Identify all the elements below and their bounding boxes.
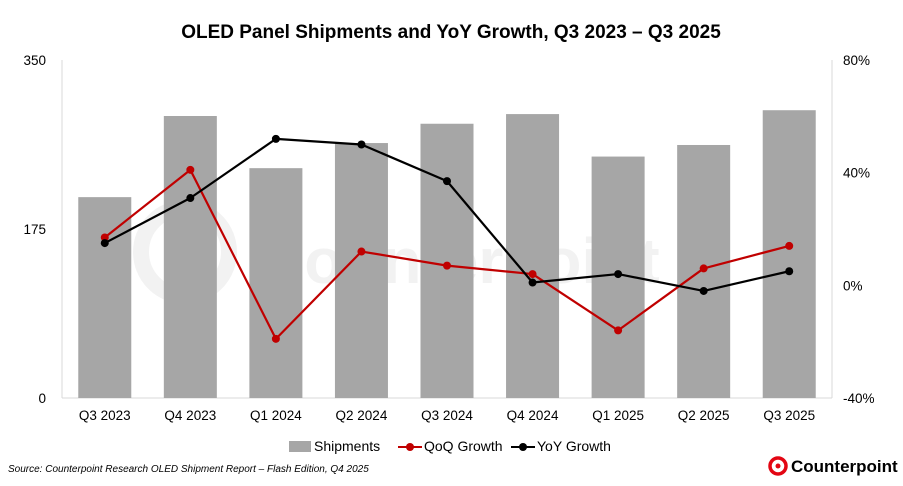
legend-item-qoq: QoQ Growth xyxy=(398,438,503,454)
bar-shipments xyxy=(420,123,474,398)
plot-area: 0 175 350 -40% 0% 40% 80% Q3 2023 Q4 2023 Q1 2024… xyxy=(23,53,874,423)
legend-label-qoq: QoQ Growth xyxy=(424,438,503,454)
chart-title: OLED Panel Shipments and YoY Growth, Q3 … xyxy=(181,22,721,43)
point-yoy xyxy=(271,134,280,143)
legend-item-yoy: YoY Growth xyxy=(511,438,611,454)
point-qoq xyxy=(443,261,451,270)
legend-label-shipments: Shipments xyxy=(314,438,380,454)
bar-shipments xyxy=(249,168,303,398)
y-right-tick-label: 0% xyxy=(843,278,863,293)
brand-name: Counterpoint xyxy=(791,457,898,476)
bar-shipments xyxy=(506,114,560,398)
y-left-tick-label: 0 xyxy=(38,391,46,406)
point-yoy xyxy=(443,177,451,186)
x-tick-label: Q1 2025 xyxy=(592,408,644,423)
point-yoy xyxy=(785,267,794,276)
point-qoq xyxy=(699,264,708,273)
y-right-tick-label: 80% xyxy=(843,53,870,68)
y-left-tick-label: 175 xyxy=(23,222,46,237)
x-tick-label: Q3 2025 xyxy=(763,408,815,423)
counterpoint-logo-icon xyxy=(768,456,788,476)
x-tick-label: Q4 2024 xyxy=(507,408,559,423)
brand-logo: Counterpoint xyxy=(768,456,898,476)
point-yoy xyxy=(528,278,537,287)
counterpoint-logo-dot-icon xyxy=(775,463,781,469)
point-qoq xyxy=(785,241,794,250)
source-note: Source: Counterpoint Research OLED Shipm… xyxy=(8,464,369,475)
point-yoy xyxy=(357,140,366,149)
point-qoq xyxy=(186,165,195,174)
legend-marker-yoy xyxy=(519,443,527,451)
legend: Shipments QoQ Growth YoY Growth xyxy=(289,438,611,454)
point-yoy xyxy=(100,239,109,248)
bar-shipments xyxy=(163,116,217,399)
point-qoq xyxy=(357,247,366,256)
point-yoy xyxy=(614,270,623,279)
bar-shipments xyxy=(762,110,816,399)
point-qoq xyxy=(100,233,109,242)
x-tick-label: Q2 2025 xyxy=(678,408,730,423)
x-tick-label: Q4 2023 xyxy=(164,408,216,423)
legend-item-shipments: Shipments xyxy=(289,438,380,454)
x-tick-label: Q1 2024 xyxy=(250,408,302,423)
legend-marker-qoq xyxy=(406,443,414,451)
point-yoy xyxy=(186,194,195,203)
y-right-tick-label: 40% xyxy=(843,166,870,181)
point-qoq xyxy=(528,270,537,279)
legend-label-yoy: YoY Growth xyxy=(537,438,611,454)
y-left-tick-label: 350 xyxy=(23,53,46,68)
x-tick-label: Q3 2023 xyxy=(79,408,131,423)
bar-shipments xyxy=(78,197,132,398)
point-qoq xyxy=(271,334,280,343)
x-tick-label: Q3 2024 xyxy=(421,408,473,423)
watermark: Counterpoint xyxy=(133,200,660,304)
y-right-tick-label: -40% xyxy=(843,391,875,406)
point-qoq xyxy=(614,326,623,335)
x-tick-label: Q2 2024 xyxy=(336,408,388,423)
legend-swatch-shipments xyxy=(289,441,311,452)
point-yoy xyxy=(699,286,708,295)
